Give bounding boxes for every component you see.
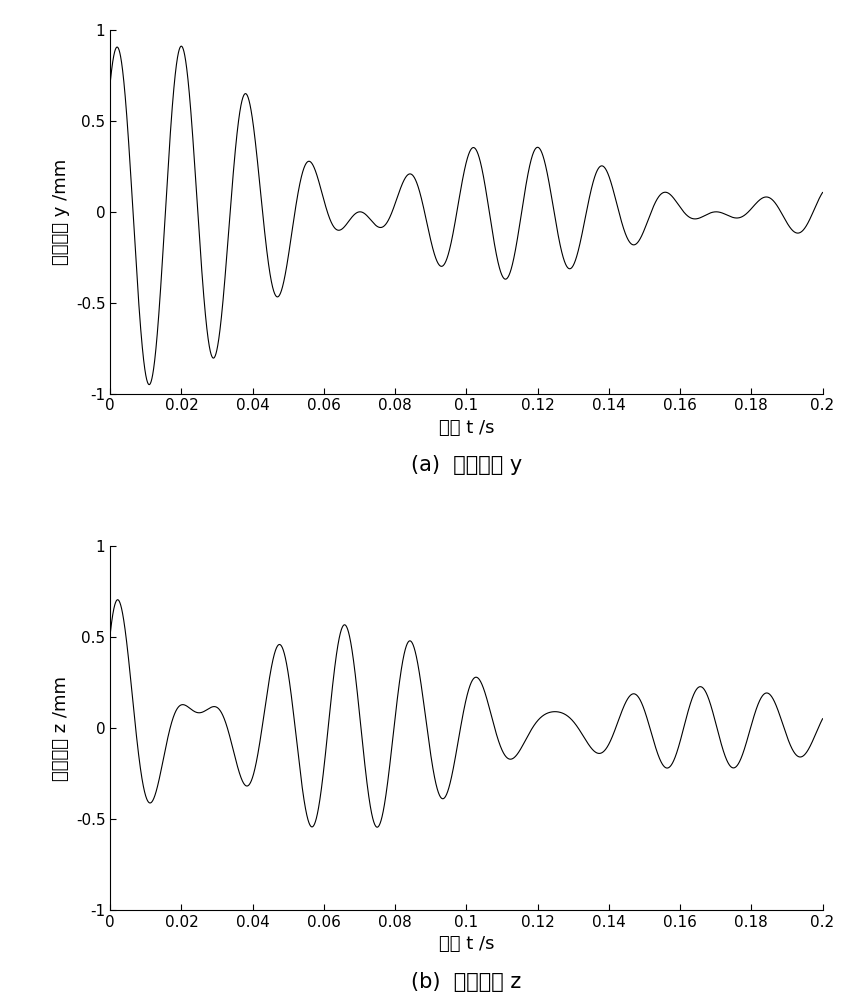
Y-axis label: 振动位移 z /mm: 振动位移 z /mm bbox=[53, 676, 70, 781]
Y-axis label: 振动位移 y /mm: 振动位移 y /mm bbox=[53, 159, 70, 265]
X-axis label: 时间 t /s: 时间 t /s bbox=[438, 935, 494, 953]
Text: (b)  振动位移 z: (b) 振动位移 z bbox=[411, 972, 522, 992]
X-axis label: 时间 t /s: 时间 t /s bbox=[438, 419, 494, 437]
Text: (a)  振动位移 y: (a) 振动位移 y bbox=[410, 455, 522, 475]
